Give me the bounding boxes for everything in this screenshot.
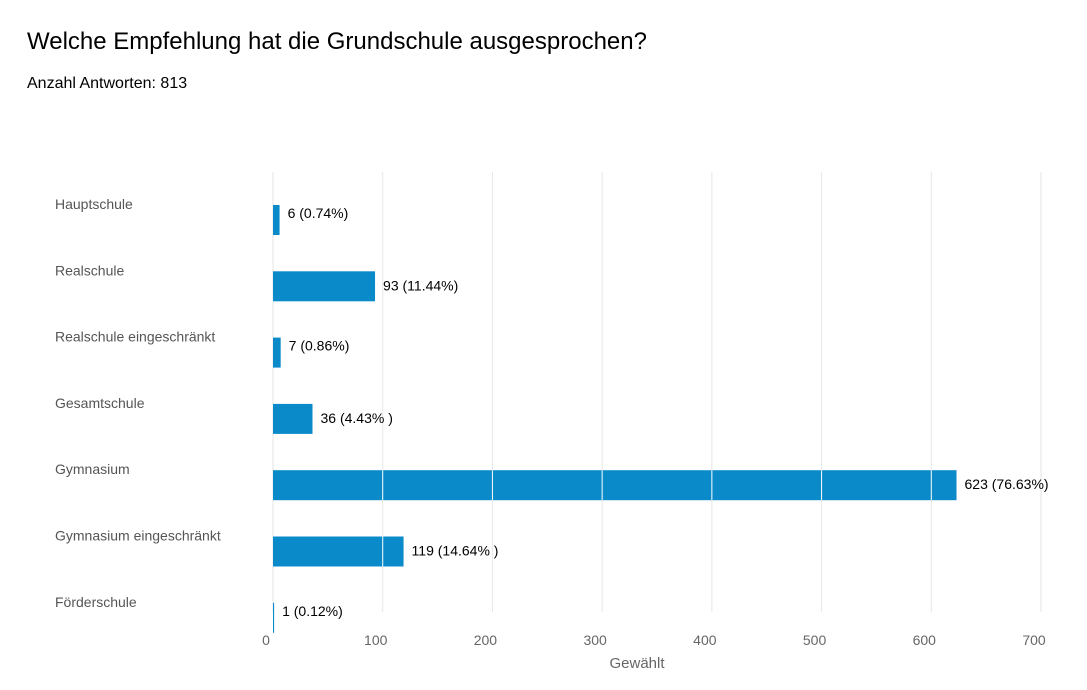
category-label: Hauptschule — [55, 196, 133, 212]
x-tick-label: 300 — [583, 632, 607, 648]
data-label: 7 (0.86%) — [289, 338, 350, 354]
category-label: Gymnasium eingeschränkt — [55, 528, 221, 544]
x-axis-title: Gewählt — [609, 655, 665, 672]
response-count: Anzahl Antworten: 813 — [27, 75, 188, 92]
category-label: Gesamtschule — [55, 395, 145, 411]
bar — [273, 337, 281, 368]
bars — [273, 205, 957, 633]
data-label: 6 (0.74%) — [288, 205, 349, 221]
x-tick-label: 0 — [262, 632, 270, 648]
bar — [273, 536, 404, 567]
data-label: 1 (0.12%) — [282, 603, 343, 619]
x-tick-label: 600 — [913, 632, 937, 648]
data-label: 119 (14.64% ) — [412, 543, 499, 559]
x-tick-label: 200 — [474, 632, 498, 648]
data-label: 36 (4.43% ) — [320, 410, 392, 426]
category-label: Realschule eingeschränkt — [55, 329, 215, 345]
bar — [273, 271, 376, 302]
data-label: 623 (76.63%) — [965, 476, 1049, 492]
category-label: Realschule — [55, 262, 124, 278]
x-tick-label: 700 — [1022, 632, 1046, 648]
x-tick-label: 400 — [693, 632, 717, 648]
bar — [273, 470, 957, 501]
category-label: Gymnasium — [55, 461, 130, 477]
bar — [273, 602, 275, 633]
x-tick-label: 500 — [803, 632, 827, 648]
bar — [273, 205, 280, 235]
chart-title: Welche Empfehlung hat die Grundschule au… — [27, 28, 647, 55]
labels: 0 100 200 300 400 500 600 700 Hauptschule 6 (0.74… — [55, 196, 1049, 672]
data-label: 93 (11.44%) — [383, 277, 458, 293]
category-label: Förderschule — [55, 594, 137, 610]
x-tick-label: 100 — [364, 632, 388, 648]
bar — [273, 403, 313, 434]
